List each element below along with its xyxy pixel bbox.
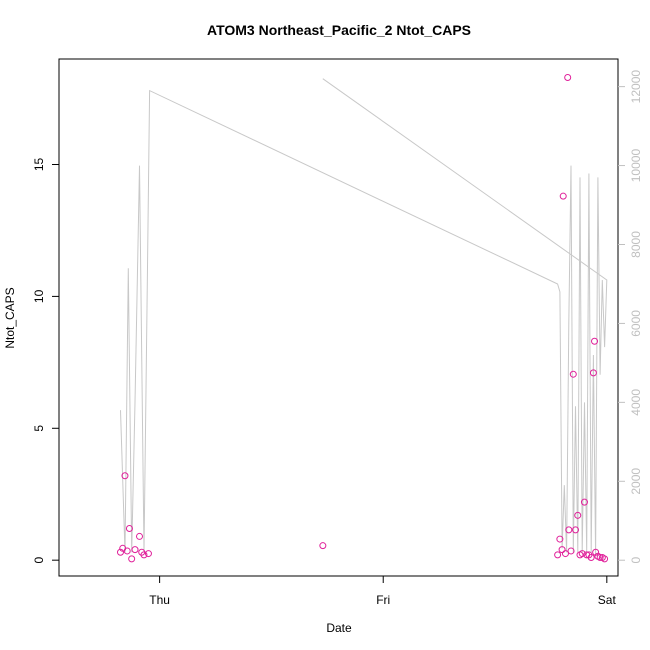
data-point (601, 555, 609, 563)
y-axis-left: 0 5 10 15 (32, 158, 59, 564)
data-point (587, 554, 595, 562)
y2-tick-label: 6000 (629, 310, 643, 337)
x-tick-label: Fri (376, 593, 390, 607)
data-point (140, 551, 148, 559)
data-point (144, 550, 152, 558)
data-point (128, 555, 136, 563)
data-point (554, 551, 562, 559)
x-axis-label: Date (326, 621, 352, 635)
y-tick-label: 15 (32, 158, 46, 172)
data-point (116, 548, 124, 556)
y2-tick-label: 2000 (629, 468, 643, 495)
data-point (319, 542, 327, 550)
x-tick-label: Thu (149, 593, 170, 607)
series-line (120, 78, 608, 557)
data-point (596, 554, 604, 562)
data-point (123, 547, 131, 555)
data-point (565, 526, 573, 534)
data-point (564, 73, 572, 81)
y-axis-right: 0 2000 4000 6000 8000 10000 12000 (618, 70, 643, 564)
data-point (556, 535, 564, 543)
y-tick-label: 0 (32, 557, 46, 564)
line-series (120, 78, 608, 557)
data-point (574, 511, 582, 519)
data-point (135, 532, 143, 540)
data-point (580, 498, 588, 506)
y-tick-label: 10 (32, 289, 46, 303)
data-point (591, 337, 599, 345)
data-point (125, 525, 133, 533)
y2-tick-label: 0 (629, 557, 643, 564)
chart-title: ATOM3 Northeast_Pacific_2 Ntot_CAPS (207, 22, 471, 38)
data-point (131, 546, 139, 554)
data-point (578, 550, 586, 558)
y-axis-label: Ntot_CAPS (3, 287, 17, 348)
data-point (559, 192, 567, 200)
data-point (592, 548, 600, 556)
data-point (589, 369, 597, 377)
data-point (567, 547, 575, 555)
x-tick-label: Sat (598, 593, 617, 607)
data-point (572, 526, 580, 534)
x-axis: Thu Fri Sat (149, 576, 616, 607)
y2-tick-label: 8000 (629, 231, 643, 258)
point-series (116, 73, 609, 563)
plot-frame (58, 58, 619, 577)
data-point (569, 370, 577, 378)
y2-tick-label: 12000 (629, 70, 643, 104)
y2-tick-label: 4000 (629, 389, 643, 416)
y-tick-label: 5 (32, 425, 46, 432)
data-point (121, 472, 129, 480)
data-point (561, 550, 569, 558)
y2-tick-label: 10000 (629, 149, 643, 183)
